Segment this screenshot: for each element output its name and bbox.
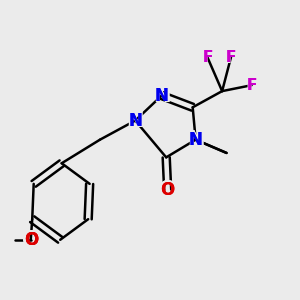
Text: N: N: [187, 130, 204, 150]
Text: N: N: [189, 131, 202, 149]
Text: N: N: [189, 131, 202, 149]
Text: O: O: [160, 181, 175, 199]
Text: O: O: [159, 180, 176, 200]
Text: F: F: [246, 78, 257, 93]
Text: O: O: [24, 231, 38, 249]
Text: N: N: [155, 86, 169, 104]
Text: N: N: [128, 112, 142, 130]
Text: F: F: [224, 48, 238, 67]
Text: F: F: [226, 50, 236, 65]
Text: O: O: [24, 231, 38, 249]
Text: O: O: [24, 231, 38, 249]
Text: O: O: [22, 230, 40, 250]
Text: F: F: [245, 76, 258, 95]
Text: F: F: [246, 78, 257, 93]
Text: F: F: [202, 50, 213, 65]
Text: O: O: [159, 180, 176, 200]
Text: N: N: [155, 86, 169, 104]
Text: N: N: [187, 130, 204, 150]
Text: F: F: [201, 48, 214, 67]
Text: F: F: [224, 48, 238, 67]
Text: N: N: [128, 112, 142, 130]
Text: N: N: [153, 85, 170, 106]
Text: F: F: [226, 50, 236, 65]
Text: F: F: [201, 48, 214, 67]
Text: F: F: [245, 76, 258, 95]
Text: N: N: [127, 111, 144, 130]
Text: O: O: [22, 230, 40, 250]
Text: —: —: [228, 146, 241, 159]
Text: O: O: [160, 181, 175, 199]
Text: N: N: [153, 85, 170, 106]
Text: F: F: [202, 50, 213, 65]
Text: N: N: [127, 111, 144, 130]
Text: O: O: [22, 230, 40, 250]
